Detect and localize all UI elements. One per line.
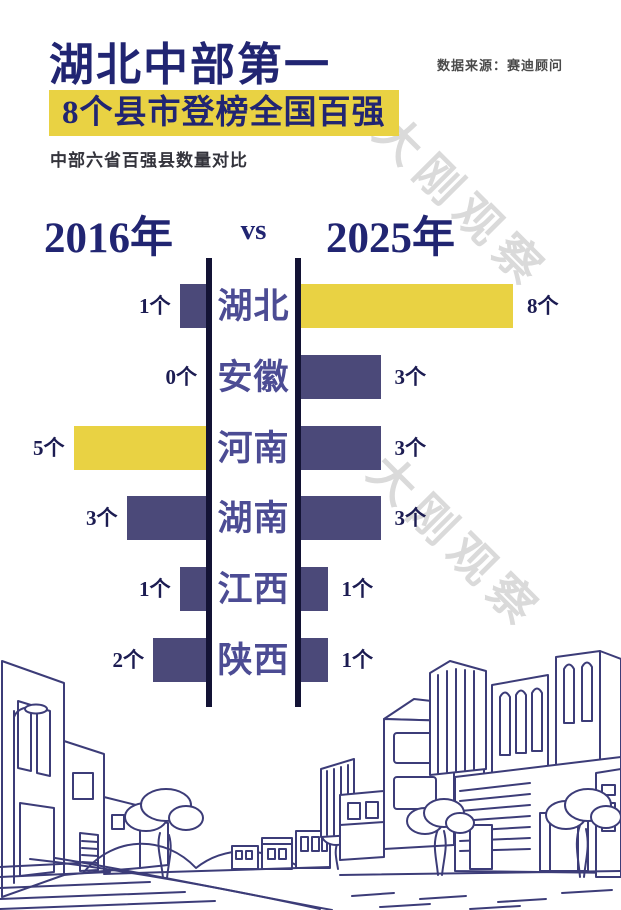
highlighted-subtitle: 8个县市登榜全国百强: [49, 90, 399, 136]
right-value-label: 3个: [394, 506, 427, 530]
chart-row: 0个 安徽 3个: [0, 355, 621, 399]
chart-row: 2个 陕西 1个: [0, 638, 621, 682]
left-divider-line: [206, 258, 212, 707]
chart-row: 1个 湖北 8个: [0, 284, 621, 328]
right-value-label: 8个: [527, 294, 559, 318]
right-value-label: 1个: [341, 577, 374, 601]
left-bar: [73, 426, 206, 470]
right-bar: [301, 567, 328, 611]
chart-row: 1个 江西 1个: [0, 567, 621, 611]
left-year-header: 2016年: [44, 215, 173, 262]
right-bar: [301, 638, 328, 682]
category-label: 陕西: [217, 641, 290, 680]
chart-description: 中部六省百强县数量对比: [50, 151, 248, 170]
vs-label: vs: [240, 214, 267, 246]
left-bar: [179, 284, 206, 328]
left-bar: [126, 496, 206, 540]
category-label: 湖北: [217, 287, 290, 326]
right-bar: [301, 496, 381, 540]
data-source-label: 数据来源：赛迪顾问: [436, 58, 563, 73]
right-year-header: 2025年: [326, 215, 455, 262]
category-label: 安徽: [217, 358, 290, 397]
right-value-label: 1个: [341, 648, 374, 672]
right-divider-line: [295, 258, 301, 707]
left-value-label: 5个: [33, 436, 65, 460]
category-label: 江西: [217, 570, 290, 609]
right-value-label: 3个: [394, 436, 427, 460]
left-value-label: 3个: [86, 506, 118, 530]
right-bar: [301, 284, 513, 328]
category-label: 湖南: [217, 499, 290, 538]
left-value-label: 2个: [112, 648, 145, 672]
chart-row: 5个 河南 3个: [0, 426, 621, 470]
category-label: 河南: [217, 429, 290, 468]
left-value-label: 1个: [139, 294, 171, 318]
left-value-label: 0个: [165, 365, 198, 389]
right-value-label: 3个: [394, 365, 427, 389]
right-bar: [301, 426, 381, 470]
cityscape-illustration: [0, 650, 621, 910]
chart-row: 3个 湖南 3个: [0, 496, 621, 540]
page-title: 湖北中部第一: [49, 40, 332, 90]
left-bar: [153, 638, 206, 682]
right-bar: [301, 355, 381, 399]
left-bar: [179, 567, 206, 611]
left-value-label: 1个: [139, 577, 171, 601]
